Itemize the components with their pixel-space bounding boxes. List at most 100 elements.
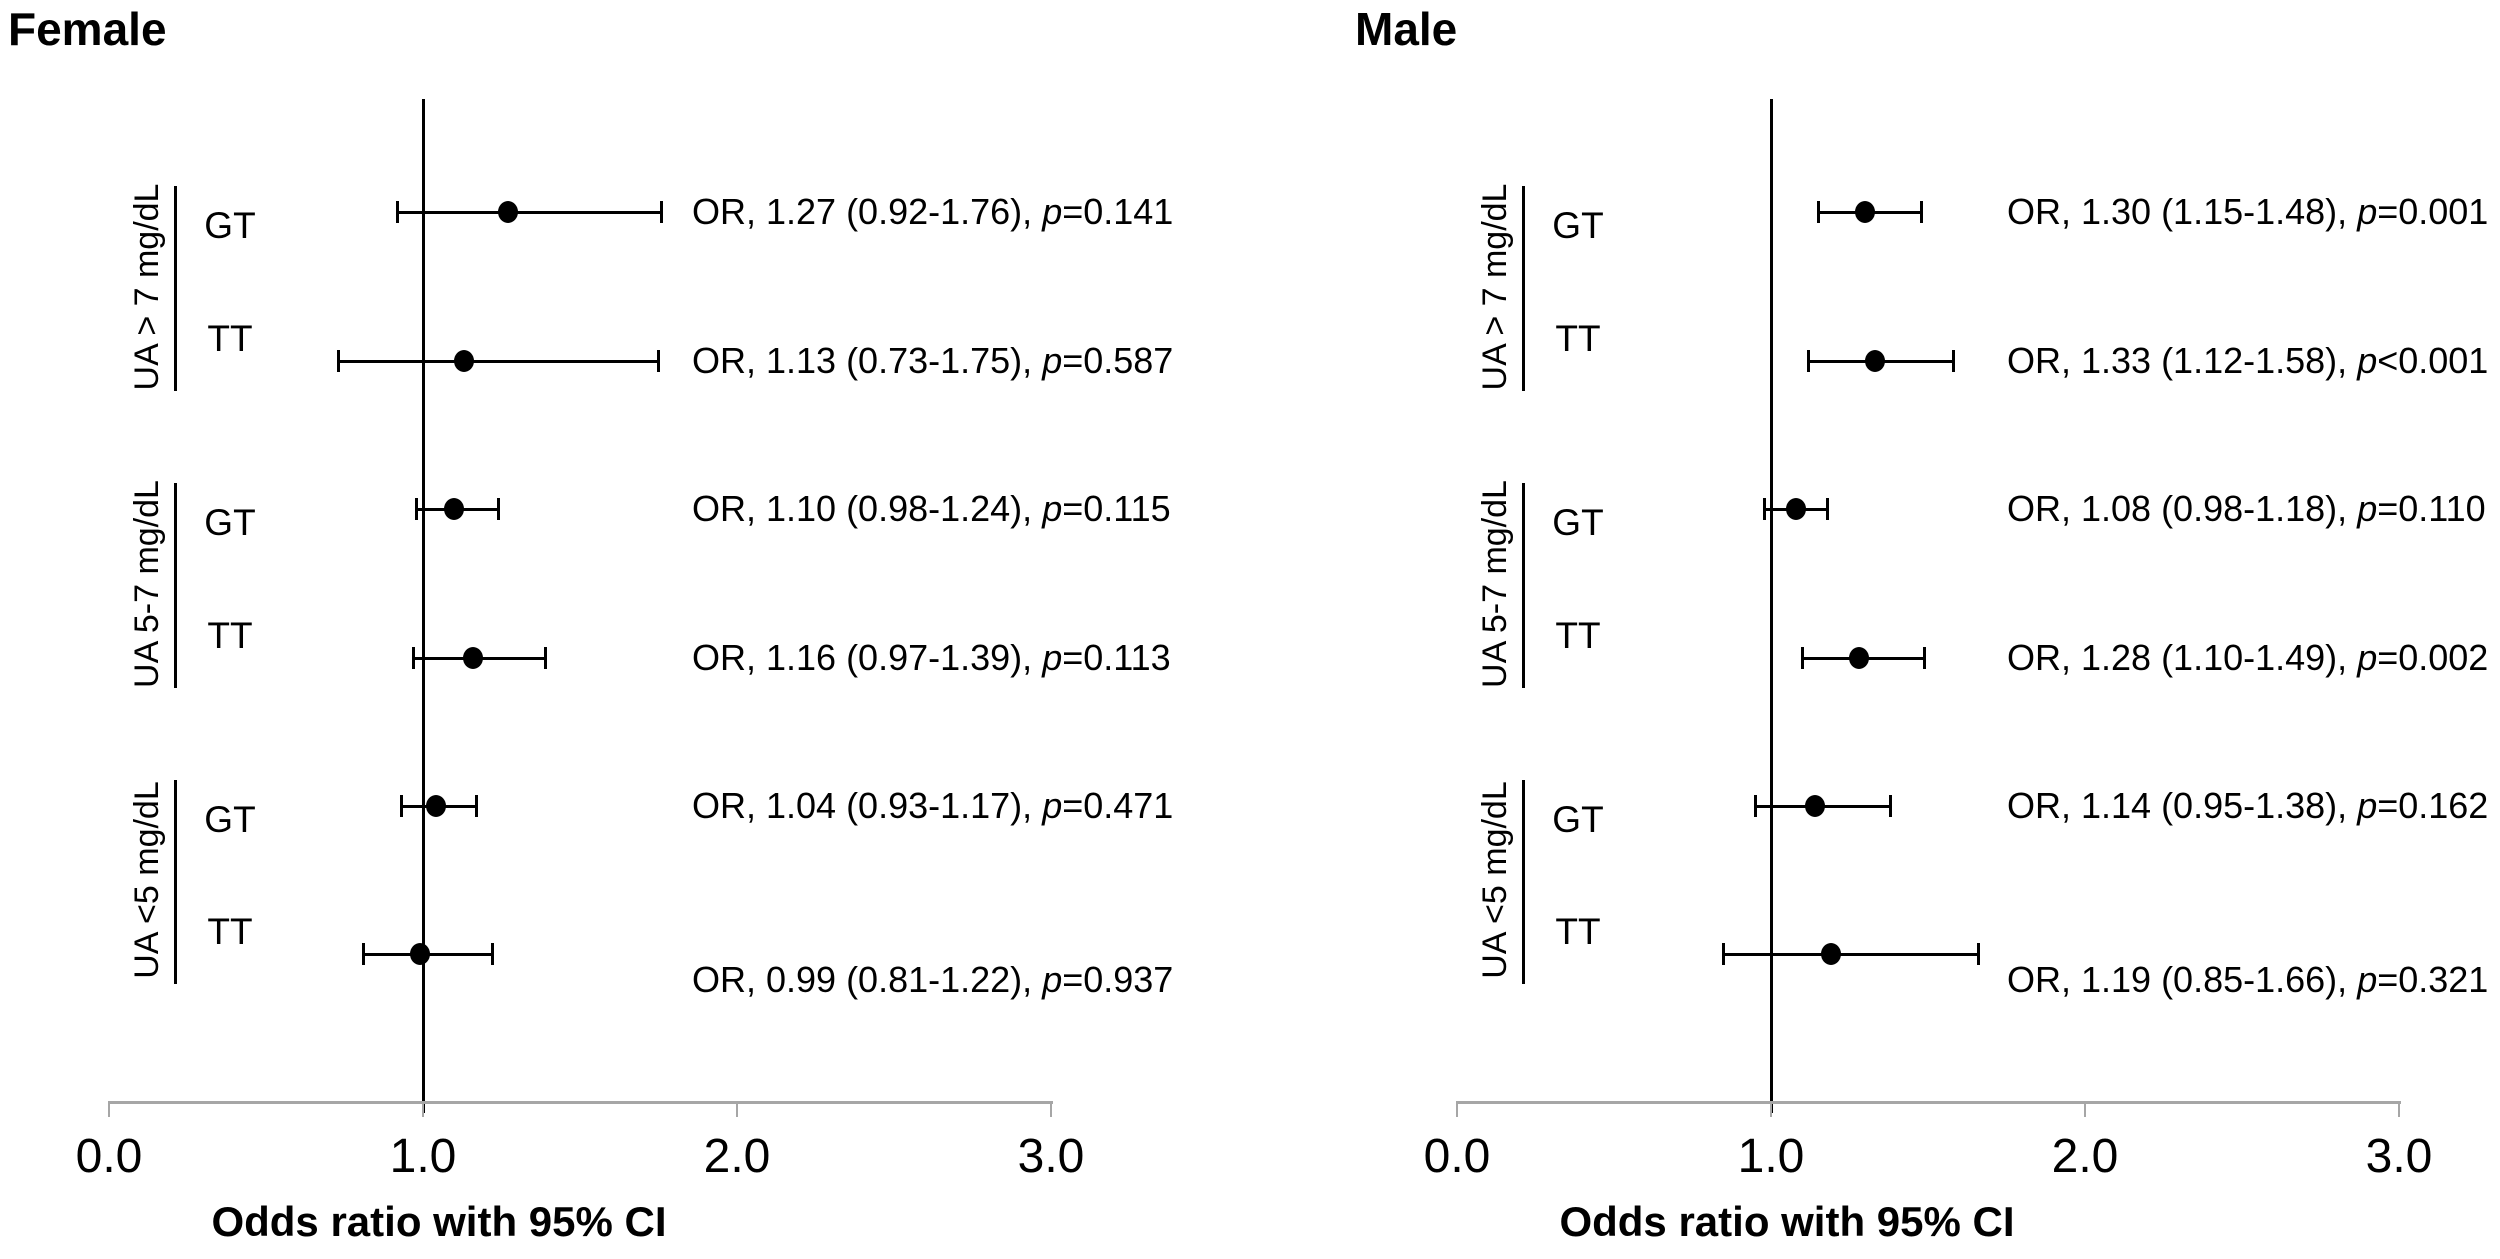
error-bar-cap-left	[336, 350, 340, 372]
annotation-p-symbol: p	[1042, 340, 1063, 381]
genotype-label: GT	[204, 799, 256, 840]
x-axis-tick	[108, 1101, 110, 1117]
annotation-p-value: =0.002	[2377, 637, 2489, 678]
error-bar-cap-left	[1722, 943, 1726, 965]
panel-title: Male	[1355, 3, 1458, 55]
x-axis-tick-label: 3.0	[1017, 1130, 1085, 1183]
annotation-or-ci: OR, 1.08 (0.98-1.18),	[2007, 488, 2358, 529]
error-bar-cap-left	[1807, 350, 1811, 372]
genotype-label: GT	[204, 502, 256, 543]
error-bar-cap-left	[1800, 647, 1804, 669]
annotation-p-symbol: p	[2357, 488, 2378, 529]
x-axis-line	[1457, 1101, 2401, 1104]
error-bar-cap-right	[543, 647, 547, 669]
error-bar-cap-right	[1826, 498, 1830, 520]
or-annotation: OR, 1.19 (0.85-1.66), p=0.321	[2007, 961, 2488, 999]
annotation-p-symbol: p	[2357, 637, 2378, 678]
annotation-p-value: =0.587	[1062, 340, 1174, 381]
annotation-p-value: =0.115	[1062, 488, 1171, 529]
error-bar-cap-right	[496, 498, 500, 520]
group-bracket	[173, 483, 177, 688]
genotype-label: TT	[1555, 318, 1601, 359]
error-bar-cap-right	[1951, 350, 1955, 372]
error-bar	[397, 210, 662, 214]
x-axis-tick	[422, 1101, 424, 1117]
reference-line	[1769, 99, 1773, 1113]
annotation-p-symbol: p	[2357, 340, 2378, 381]
genotype-label: GT	[1552, 502, 1604, 543]
error-bar-cap-left	[1753, 795, 1757, 817]
annotation-or-ci: OR, 1.16 (0.97-1.39),	[692, 637, 1043, 678]
error-bar-cap-right	[657, 350, 660, 372]
error-bar-cap-left	[399, 795, 403, 817]
or-marker	[1820, 943, 1841, 965]
error-bar-cap-right	[1976, 943, 1980, 965]
genotype-label: TT	[207, 615, 253, 656]
annotation-p-value: =0.110	[2377, 488, 2486, 529]
group-label: UA 5-7 mg/dL	[128, 479, 166, 688]
x-axis-line	[109, 1101, 1053, 1104]
genotype-label: GT	[1552, 205, 1604, 246]
error-bar-cap-left	[415, 498, 419, 520]
x-axis-tick-label: 3.0	[2365, 1130, 2433, 1183]
annotation-or-ci: OR, 1.28 (1.10-1.49),	[2007, 637, 2358, 678]
x-axis-title: Odds ratio with 95% CI	[211, 1198, 667, 1245]
x-axis-tick-label: 0.0	[1423, 1130, 1491, 1183]
x-axis-tick	[2084, 1101, 2086, 1117]
x-axis-tick-label: 2.0	[703, 1130, 771, 1183]
x-axis-tick	[2398, 1101, 2400, 1117]
genotype-label: TT	[1555, 615, 1601, 656]
group-label: UA <5 mg/dL	[1476, 781, 1514, 979]
or-annotation: OR, 1.14 (0.95-1.38), p=0.162	[2007, 787, 2488, 825]
annotation-p-value: =0.321	[2377, 959, 2489, 1000]
or-marker	[409, 943, 430, 965]
x-axis-tick	[1456, 1101, 1458, 1117]
genotype-label: TT	[1555, 911, 1601, 952]
or-annotation: OR, 1.13 (0.73-1.75), p=0.587	[692, 342, 1173, 380]
genotype-label: TT	[207, 911, 253, 952]
or-marker	[1848, 647, 1869, 669]
or-marker	[425, 795, 446, 817]
error-bar-cap-right	[1920, 201, 1924, 223]
annotation-p-symbol: p	[1042, 637, 1063, 678]
or-annotation: OR, 1.16 (0.97-1.39), p=0.113	[692, 639, 1171, 677]
annotation-p-value: =0.113	[1062, 637, 1171, 678]
group-label: UA 5-7 mg/dL	[1476, 479, 1514, 688]
error-bar-cap-left	[412, 647, 416, 669]
or-marker	[497, 201, 518, 223]
error-bar	[338, 359, 659, 363]
x-axis-tick-label: 2.0	[2051, 1130, 2119, 1183]
x-axis-tick-label: 1.0	[389, 1130, 457, 1183]
annotation-p-symbol: p	[1042, 959, 1063, 1000]
error-bar-cap-right	[1888, 795, 1892, 817]
annotation-p-value: =0.001	[2377, 191, 2489, 232]
x-axis-title: Odds ratio with 95% CI	[1559, 1198, 2015, 1245]
x-axis-tick	[1050, 1101, 1052, 1117]
group-label: UA <5 mg/dL	[128, 781, 166, 979]
or-annotation: OR, 1.28 (1.10-1.49), p=0.002	[2007, 639, 2488, 677]
error-bar-cap-right	[490, 943, 494, 965]
x-axis-tick-label: 1.0	[1737, 1130, 1805, 1183]
error-bar-cap-right	[474, 795, 478, 817]
or-marker	[463, 647, 484, 669]
group-label: UA > 7 mg/dL	[1476, 183, 1514, 390]
or-marker	[1786, 498, 1807, 520]
annotation-or-ci: OR, 1.10 (0.98-1.24),	[692, 488, 1043, 529]
group-label: UA > 7 mg/dL	[128, 183, 166, 390]
or-annotation: OR, 1.33 (1.12-1.58), p<0.001	[2007, 342, 2488, 380]
annotation-p-symbol: p	[1042, 191, 1063, 232]
annotation-p-value: =0.471	[1062, 785, 1174, 826]
genotype-label: GT	[1552, 799, 1604, 840]
annotation-or-ci: OR, 1.19 (0.85-1.66),	[2007, 959, 2358, 1000]
error-bar-cap-left	[1763, 498, 1767, 520]
annotation-p-value: =0.937	[1062, 959, 1174, 1000]
or-annotation: OR, 1.30 (1.15-1.48), p=0.001	[2007, 193, 2488, 231]
error-bar-cap-left	[396, 201, 400, 223]
group-bracket	[1521, 780, 1525, 984]
annotation-or-ci: OR, 1.30 (1.15-1.48),	[2007, 191, 2358, 232]
annotation-p-symbol: p	[1042, 785, 1063, 826]
x-axis-tick	[736, 1101, 738, 1117]
genotype-label: GT	[204, 205, 256, 246]
genotype-label: TT	[207, 318, 253, 359]
